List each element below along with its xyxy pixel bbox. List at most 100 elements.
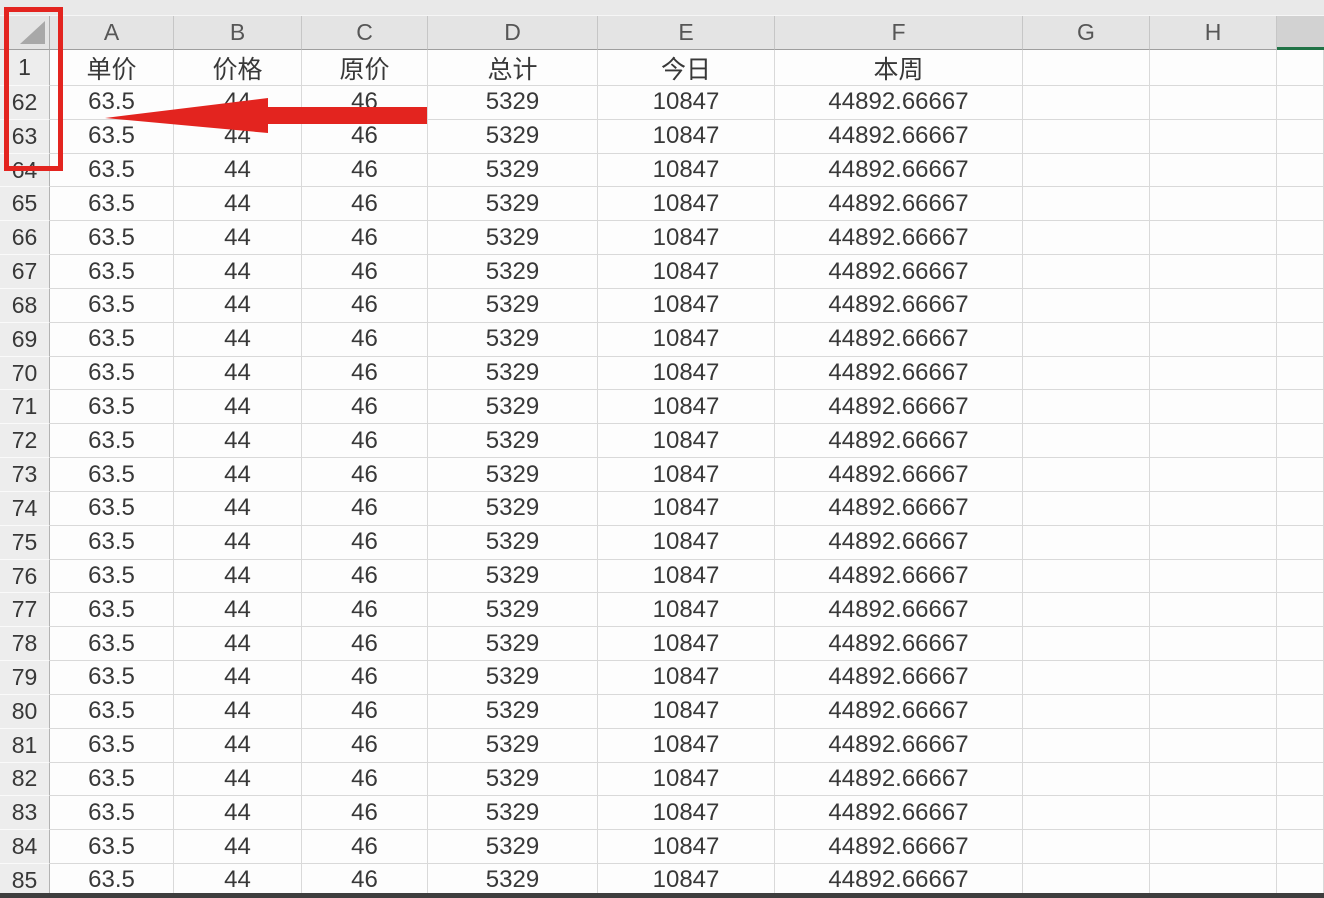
- cell[interactable]: 5329: [428, 796, 598, 831]
- cell[interactable]: 44: [174, 728, 302, 763]
- cell[interactable]: 46: [302, 288, 428, 323]
- cell[interactable]: 44: [174, 796, 302, 831]
- cell[interactable]: 46: [302, 153, 428, 188]
- cell[interactable]: [1277, 86, 1324, 120]
- cell[interactable]: 63.5: [50, 728, 174, 763]
- cell[interactable]: 10847: [598, 491, 775, 526]
- cell[interactable]: [1023, 559, 1150, 594]
- cell[interactable]: 44892.66667: [775, 356, 1023, 391]
- cell[interactable]: 44: [174, 694, 302, 729]
- cell[interactable]: [1150, 796, 1277, 831]
- row-header[interactable]: 1: [0, 50, 50, 86]
- cell[interactable]: 5329: [428, 593, 598, 628]
- cell[interactable]: 5329: [428, 187, 598, 222]
- cell[interactable]: 5329: [428, 390, 598, 425]
- cell[interactable]: [1150, 559, 1277, 594]
- cell[interactable]: 44892.66667: [775, 525, 1023, 560]
- cell[interactable]: 63.5: [50, 153, 174, 188]
- cell[interactable]: [1277, 491, 1324, 526]
- cell[interactable]: 44: [174, 830, 302, 865]
- cell[interactable]: [1277, 187, 1324, 222]
- cell[interactable]: 5329: [428, 694, 598, 729]
- cell[interactable]: 46: [302, 762, 428, 797]
- cell[interactable]: 44892.66667: [775, 119, 1023, 154]
- row-header[interactable]: 70: [0, 356, 50, 391]
- cell[interactable]: [1150, 424, 1277, 459]
- cell[interactable]: 46: [302, 119, 428, 154]
- cell[interactable]: [1277, 390, 1324, 425]
- cell[interactable]: 10847: [598, 796, 775, 831]
- cell[interactable]: 46: [302, 187, 428, 222]
- cell[interactable]: [1150, 153, 1277, 188]
- cell[interactable]: 46: [302, 356, 428, 391]
- cell[interactable]: [1023, 322, 1150, 357]
- cell[interactable]: 10847: [598, 221, 775, 256]
- row-header[interactable]: 78: [0, 627, 50, 662]
- row-header[interactable]: 71: [0, 390, 50, 425]
- cell[interactable]: 46: [302, 458, 428, 492]
- cell[interactable]: 5329: [428, 288, 598, 323]
- cell[interactable]: 10847: [598, 322, 775, 357]
- cell[interactable]: 5329: [428, 728, 598, 763]
- column-header-selected[interactable]: [1277, 16, 1324, 50]
- row-header[interactable]: 74: [0, 491, 50, 526]
- cell[interactable]: 44: [174, 356, 302, 391]
- cell[interactable]: 44892.66667: [775, 424, 1023, 459]
- cell[interactable]: [1150, 356, 1277, 391]
- cell[interactable]: 10847: [598, 525, 775, 560]
- cell[interactable]: 63.5: [50, 288, 174, 323]
- cell[interactable]: 44: [174, 187, 302, 222]
- cell[interactable]: [1277, 694, 1324, 729]
- cell[interactable]: [1023, 356, 1150, 391]
- row-header[interactable]: 79: [0, 661, 50, 695]
- cell[interactable]: 5329: [428, 661, 598, 695]
- cell[interactable]: [1150, 694, 1277, 729]
- column-header[interactable]: G: [1023, 16, 1150, 50]
- cell[interactable]: [1277, 119, 1324, 154]
- cell[interactable]: 10847: [598, 762, 775, 797]
- cell[interactable]: [1150, 458, 1277, 492]
- cell[interactable]: [1277, 153, 1324, 188]
- cell[interactable]: 44: [174, 424, 302, 459]
- column-header[interactable]: H: [1150, 16, 1277, 50]
- cell[interactable]: 46: [302, 593, 428, 628]
- cell[interactable]: 63.5: [50, 830, 174, 865]
- cell[interactable]: 44: [174, 153, 302, 188]
- cell[interactable]: 44: [174, 762, 302, 797]
- cell[interactable]: 44: [174, 322, 302, 357]
- row-header[interactable]: 75: [0, 525, 50, 560]
- cell[interactable]: 46: [302, 221, 428, 256]
- cell[interactable]: 44: [174, 86, 302, 120]
- cell[interactable]: 5329: [428, 119, 598, 154]
- cell[interactable]: 44892.66667: [775, 593, 1023, 628]
- cell[interactable]: [1150, 86, 1277, 120]
- cell[interactable]: 44892.66667: [775, 830, 1023, 865]
- cell[interactable]: [1150, 627, 1277, 662]
- cell[interactable]: 10847: [598, 187, 775, 222]
- cell[interactable]: 63.5: [50, 559, 174, 594]
- cell[interactable]: [1150, 525, 1277, 560]
- cell[interactable]: 44892.66667: [775, 762, 1023, 797]
- cell[interactable]: [1023, 796, 1150, 831]
- row-header[interactable]: 65: [0, 187, 50, 222]
- cell[interactable]: 44: [174, 525, 302, 560]
- cell[interactable]: 10847: [598, 153, 775, 188]
- cell[interactable]: [1277, 322, 1324, 357]
- cell[interactable]: 10847: [598, 593, 775, 628]
- cell[interactable]: 44892.66667: [775, 728, 1023, 763]
- cell[interactable]: [1277, 356, 1324, 391]
- cell[interactable]: 63.5: [50, 627, 174, 662]
- cell[interactable]: 46: [302, 390, 428, 425]
- cell[interactable]: 44892.66667: [775, 288, 1023, 323]
- cell[interactable]: 63.5: [50, 390, 174, 425]
- row-header[interactable]: 62: [0, 86, 50, 120]
- cell[interactable]: 10847: [598, 458, 775, 492]
- cell[interactable]: 46: [302, 864, 428, 898]
- cell[interactable]: 原价: [302, 50, 428, 86]
- cell[interactable]: 10847: [598, 627, 775, 662]
- cell[interactable]: [1023, 221, 1150, 256]
- cell[interactable]: [1277, 221, 1324, 256]
- cell[interactable]: [1150, 322, 1277, 357]
- cell[interactable]: 5329: [428, 830, 598, 865]
- cell[interactable]: [1023, 728, 1150, 763]
